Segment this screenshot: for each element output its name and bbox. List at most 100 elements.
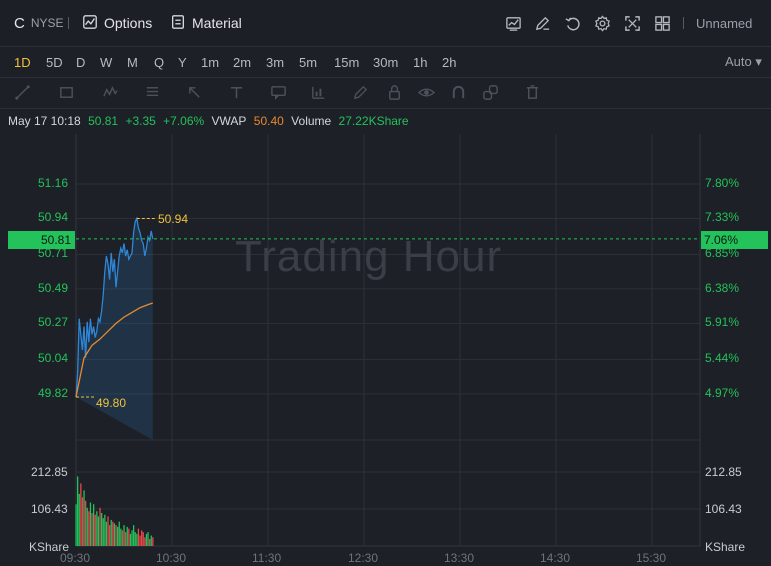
trendline-tool-icon[interactable]: [14, 84, 32, 102]
volume-value: 27.22KShare: [338, 114, 409, 128]
undo-icon[interactable]: [563, 14, 581, 32]
pattern-tool-icon[interactable]: [102, 84, 120, 102]
volume-bar: [93, 504, 95, 546]
interval-d[interactable]: D: [76, 54, 86, 70]
current-price-tag: 50.81: [8, 231, 75, 249]
interval-2m[interactable]: 2m: [233, 54, 252, 70]
volume-bar: [101, 512, 103, 546]
volume-bar: [147, 532, 149, 546]
magnet-icon[interactable]: [450, 84, 468, 102]
volume-bar: [113, 523, 116, 546]
pct-axis-label: 5.44%: [705, 351, 740, 366]
interval-5d[interactable]: 5D: [46, 54, 63, 70]
interval-5m[interactable]: 5m: [299, 54, 318, 70]
volume-bar: [78, 493, 80, 546]
pct-axis-label: 6.85%: [705, 246, 740, 261]
volume-bar: [142, 532, 144, 546]
pencil-tool-icon[interactable]: [352, 84, 370, 102]
arrow-tool-icon[interactable]: [186, 84, 204, 102]
quote-datetime: May 17 10:18: [8, 114, 81, 128]
volume-bar: [107, 516, 109, 546]
interval-2h[interactable]: 2h: [442, 54, 457, 70]
comment-tool-icon[interactable]: [270, 84, 288, 102]
low-label: 49.80: [96, 396, 127, 410]
material-button[interactable]: Material: [170, 0, 242, 46]
interval-bar: 1D 5D D W M Q Y 1m 2m 3m 5m 15m 30m 1h 2h Auto ▾: [0, 47, 771, 78]
interval-1h[interactable]: 1h: [413, 54, 428, 70]
symbol-selector[interactable]: C NYSE: [14, 0, 64, 46]
volume-bar: [137, 528, 140, 546]
volume-bar: [118, 521, 120, 546]
volume-bar: [121, 530, 124, 546]
volume-unit-left: KShare: [29, 540, 70, 554]
material-icon: [170, 14, 188, 32]
trash-icon[interactable]: [524, 84, 542, 102]
price-axis-label: 50.27: [38, 315, 69, 330]
volume-bar: [110, 519, 112, 546]
price-axis-label: 50.04: [38, 351, 69, 366]
interval-m[interactable]: M: [127, 54, 138, 70]
volume-bar: [149, 539, 151, 546]
interval-15m[interactable]: 15m: [334, 54, 360, 70]
price-axis-label: 51.16: [38, 176, 69, 190]
volume-bar: [126, 526, 128, 546]
options-button[interactable]: Options: [82, 0, 152, 46]
scale-mode-dropdown[interactable]: Auto ▾: [725, 54, 762, 69]
pct-axis-label: 6.38%: [705, 280, 740, 295]
volume-bar: [141, 530, 143, 546]
quote-change: +3.35: [125, 114, 156, 128]
draw-edit-icon[interactable]: [533, 14, 551, 32]
drawing-toolbar: [0, 78, 771, 109]
volume-bar: [120, 528, 122, 546]
settings-icon[interactable]: [593, 14, 611, 32]
vwap-label: VWAP: [211, 114, 247, 128]
volume-bar: [112, 521, 114, 546]
link-icon[interactable]: [482, 84, 500, 102]
volume-bar: [150, 535, 152, 546]
vwap-value: 50.40: [253, 114, 284, 128]
time-axis-label: 10:30: [156, 551, 187, 565]
quote-info-bar: May 17 10:18 50.81 +3.35 +7.06% VWAP 50.…: [8, 114, 413, 128]
volume-bar: [81, 497, 84, 546]
eye-icon[interactable]: [417, 84, 436, 102]
interval-q[interactable]: Q: [154, 54, 165, 70]
time-axis-label: 11:30: [252, 551, 282, 565]
interval-1m[interactable]: 1m: [201, 54, 220, 70]
symbol-exchange: NYSE: [30, 16, 64, 30]
fib-tool-icon[interactable]: [144, 84, 162, 102]
rectangle-tool-icon[interactable]: [58, 84, 76, 102]
interval-30m[interactable]: 30m: [373, 54, 399, 70]
price-axis-label: 50.94: [38, 210, 69, 225]
price-axis-label: 49.82: [38, 385, 69, 400]
volume-bar: [139, 535, 141, 546]
volume-bar: [133, 525, 135, 546]
text-tool-icon[interactable]: [228, 84, 246, 102]
volume-bar: [85, 500, 87, 546]
options-icon: [82, 14, 100, 32]
vwap-line: [75, 302, 154, 398]
measure-tool-icon[interactable]: [310, 84, 328, 102]
volume-bar: [77, 476, 79, 546]
lock-icon[interactable]: [386, 84, 404, 102]
interval-1d[interactable]: 1D: [14, 54, 31, 70]
symbol-ticker: C: [14, 14, 25, 32]
interval-w[interactable]: W: [100, 54, 113, 70]
layout-name-dropdown[interactable]: Unnamed: [696, 0, 752, 46]
volume-bar: [96, 511, 98, 546]
volume-axis-label-left: 106.43: [31, 502, 68, 516]
quote-price: 50.81: [88, 114, 119, 128]
interval-3m[interactable]: 3m: [266, 54, 285, 70]
volume-bar: [104, 514, 106, 546]
fullscreen-icon[interactable]: [623, 14, 641, 32]
volume-bar: [123, 525, 125, 546]
quote-change-pct: +7.06%: [163, 114, 205, 128]
indicator-icon[interactable]: [504, 14, 522, 32]
volume-bar: [105, 521, 108, 546]
price-line: [75, 216, 154, 398]
layout-name: Unnamed: [696, 15, 753, 31]
interval-y[interactable]: Y: [178, 54, 187, 70]
material-label: Material: [192, 15, 242, 31]
chart-watermark: Trading Hour: [235, 232, 503, 281]
layout-icon[interactable]: [653, 14, 671, 32]
